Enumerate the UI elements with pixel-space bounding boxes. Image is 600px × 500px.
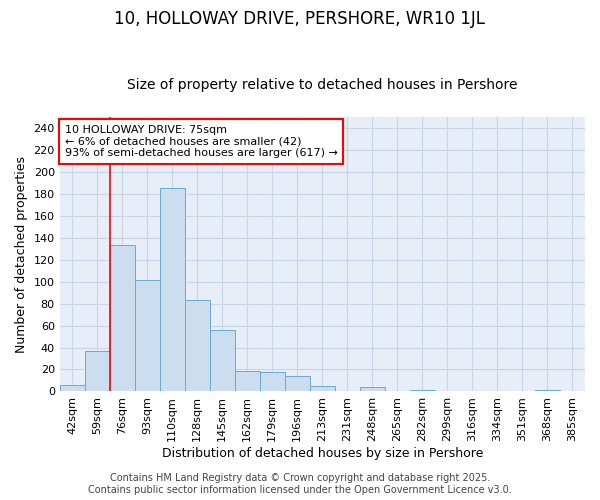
- Bar: [160, 188, 185, 392]
- Bar: [185, 300, 210, 392]
- Bar: [135, 280, 160, 392]
- Bar: [285, 376, 310, 392]
- Bar: [59, 385, 85, 392]
- Title: Size of property relative to detached houses in Pershore: Size of property relative to detached ho…: [127, 78, 518, 92]
- Text: Contains HM Land Registry data © Crown copyright and database right 2025.
Contai: Contains HM Land Registry data © Crown c…: [88, 474, 512, 495]
- Y-axis label: Number of detached properties: Number of detached properties: [15, 156, 28, 352]
- Bar: [260, 372, 285, 392]
- X-axis label: Distribution of detached houses by size in Pershore: Distribution of detached houses by size …: [161, 447, 483, 460]
- Bar: [410, 390, 435, 392]
- Bar: [535, 390, 560, 392]
- Bar: [85, 351, 110, 392]
- Bar: [110, 246, 135, 392]
- Bar: [360, 387, 385, 392]
- Bar: [310, 386, 335, 392]
- Bar: [210, 330, 235, 392]
- Bar: [235, 370, 260, 392]
- Text: 10 HOLLOWAY DRIVE: 75sqm
← 6% of detached houses are smaller (42)
93% of semi-de: 10 HOLLOWAY DRIVE: 75sqm ← 6% of detache…: [65, 125, 338, 158]
- Text: 10, HOLLOWAY DRIVE, PERSHORE, WR10 1JL: 10, HOLLOWAY DRIVE, PERSHORE, WR10 1JL: [115, 10, 485, 28]
